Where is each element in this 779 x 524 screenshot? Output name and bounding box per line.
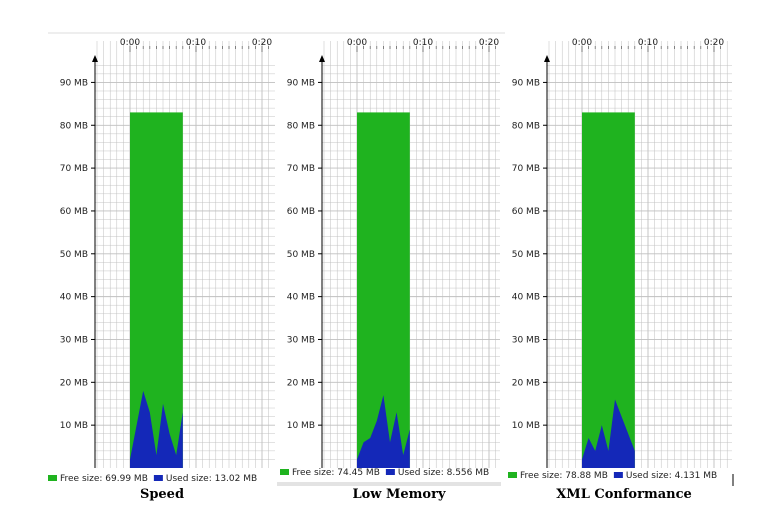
- y-tick-label: 60 MB: [512, 207, 540, 217]
- x-tick-label: 0:00: [120, 38, 140, 48]
- y-tick-label: 50 MB: [512, 250, 540, 260]
- y-tick-label: 90 MB: [287, 78, 315, 88]
- legend: Free size: 69.99 MB Used size: 13.02 MB: [48, 474, 257, 484]
- legend-label-used: Used size: 13.02 MB: [166, 474, 257, 484]
- y-tick-label: 20 MB: [287, 378, 315, 388]
- scroll-track: [277, 482, 501, 486]
- x-tick-label: 0:10: [186, 38, 206, 48]
- legend-label-free: Free size: 78.88 MB: [520, 471, 608, 481]
- legend: Free size: 74.45 MB Used size: 8.556 MB: [280, 468, 489, 478]
- legend-swatch-used: [385, 469, 395, 475]
- x-tick-label: 0:10: [413, 38, 433, 48]
- chart-panel-2: 0:00 0:10 0:20 10 MB 20 MB 30 MB 40 MB 50 MB 60 …: [280, 38, 500, 502]
- y-tick-label: 80 MB: [60, 121, 88, 131]
- x-tick-label: 0:20: [252, 38, 272, 48]
- y-tick-label: 50 MB: [287, 250, 315, 260]
- legend-swatch-free: [280, 469, 289, 475]
- chart-caption: Low Memory: [352, 487, 445, 502]
- y-tick-label: 50 MB: [60, 250, 88, 260]
- x-tick-label: 0:00: [347, 38, 367, 48]
- legend-swatch-used: [613, 472, 623, 478]
- legend-label-used: Used size: 8.556 MB: [398, 468, 489, 478]
- chart-panel-3: 0:00 0:10 0:20 10 MB 20 MB 30 MB 40 MB 50 MB 60 …: [508, 38, 732, 502]
- y-tick-label: 40 MB: [512, 293, 540, 303]
- x-tick-label: 0:20: [704, 38, 724, 48]
- y-tick-label: 30 MB: [512, 335, 540, 345]
- used-size-area: [582, 399, 635, 468]
- y-tick-label: 30 MB: [60, 335, 88, 345]
- y-tick-label: 70 MB: [287, 164, 315, 174]
- legend-label-free: Free size: 74.45 MB: [292, 468, 380, 478]
- y-tick-label: 60 MB: [287, 207, 315, 217]
- chart-panel-1: 0:00 0:10 0:20 10 MB 20 MB 30 MB 40 MB 50 MB 60 …: [48, 38, 275, 502]
- y-tick-label: 90 MB: [60, 78, 88, 88]
- legend-label-used: Used size: 4.131 MB: [626, 471, 717, 481]
- y-tick-label: 10 MB: [287, 421, 315, 431]
- y-axis-arrow: [544, 55, 550, 62]
- y-tick-label: 30 MB: [287, 335, 315, 345]
- y-tick-label: 80 MB: [287, 121, 315, 131]
- x-tick-label: 0:10: [638, 38, 658, 48]
- x-tick-label: 0:00: [572, 38, 592, 48]
- legend-label-free: Free size: 69.99 MB: [60, 474, 148, 484]
- free-size-area: [130, 112, 183, 469]
- x-tick-label: 0:20: [479, 38, 499, 48]
- used-size-area: [357, 395, 410, 468]
- y-tick-label: 40 MB: [60, 293, 88, 303]
- y-axis-arrow: [319, 55, 325, 62]
- legend-swatch-free: [508, 472, 517, 478]
- y-tick-label: 20 MB: [512, 378, 540, 388]
- free-size-area: [582, 112, 635, 469]
- chart-caption: XML Conformance: [556, 487, 692, 502]
- y-tick-label: 10 MB: [60, 421, 88, 431]
- legend-swatch-free: [48, 475, 57, 481]
- y-axis-arrow: [92, 55, 98, 62]
- chart-caption: Speed: [140, 487, 184, 502]
- legend-swatch-used: [153, 475, 163, 481]
- y-tick-label: 20 MB: [60, 378, 88, 388]
- y-tick-label: 10 MB: [512, 421, 540, 431]
- used-size-area: [130, 390, 183, 468]
- y-tick-label: 60 MB: [60, 207, 88, 217]
- y-tick-label: 80 MB: [512, 121, 540, 131]
- y-tick-label: 40 MB: [287, 293, 315, 303]
- legend: Free size: 78.88 MB Used size: 4.131 MB: [508, 471, 717, 481]
- y-tick-label: 90 MB: [512, 78, 540, 88]
- y-tick-label: 70 MB: [60, 164, 88, 174]
- y-tick-label: 70 MB: [512, 164, 540, 174]
